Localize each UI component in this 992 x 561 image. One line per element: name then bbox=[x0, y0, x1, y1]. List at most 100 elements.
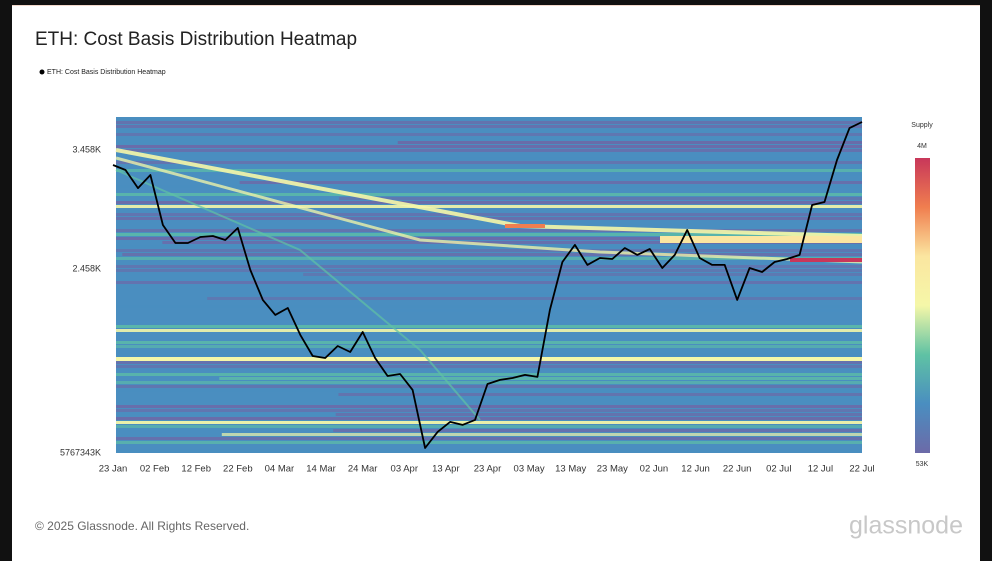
x-tick-label: 23 Jan bbox=[99, 464, 128, 475]
heatmap-stripe bbox=[116, 317, 862, 320]
heatmap-stripe bbox=[397, 141, 862, 144]
heatmap-stripe bbox=[380, 293, 862, 296]
heatmap-stripe bbox=[116, 201, 862, 204]
heatmap-stripe bbox=[338, 197, 862, 200]
heatmap-stripe bbox=[116, 337, 862, 340]
chart-title: ETH: Cost Basis Distribution Heatmap bbox=[35, 29, 357, 50]
heatmap-stripe bbox=[116, 449, 862, 452]
heatmap-stripe bbox=[116, 193, 862, 196]
legend-marker bbox=[39, 69, 45, 75]
heatmap-stripe bbox=[407, 333, 862, 336]
heatmap-stripe bbox=[116, 121, 862, 124]
x-tick-label: 22 Jul bbox=[849, 464, 874, 475]
heatmap-stripe bbox=[116, 117, 862, 120]
x-tick-label: 13 Apr bbox=[432, 464, 459, 475]
heatmap-stripe bbox=[116, 325, 862, 328]
x-tick-label: 12 Feb bbox=[181, 464, 211, 475]
heatmap-stripe bbox=[333, 429, 862, 432]
x-tick-label: 14 Mar bbox=[306, 464, 336, 475]
heatmap-hot bbox=[790, 258, 862, 262]
x-tick-label: 02 Jul bbox=[766, 464, 791, 475]
heatmap-stripe bbox=[402, 221, 862, 224]
heatmap-stripe bbox=[199, 261, 863, 264]
heatmap-stripe bbox=[116, 149, 862, 152]
heatmap bbox=[115, 117, 863, 453]
heatmap-stripe bbox=[116, 169, 862, 172]
heatmap-stripe bbox=[116, 305, 862, 308]
heatmap-stripe bbox=[116, 125, 862, 128]
x-tick-label: 24 Mar bbox=[348, 464, 378, 475]
heatmap-stripe bbox=[116, 209, 862, 212]
heatmap-stripe bbox=[328, 445, 863, 448]
heatmap-stripe bbox=[183, 177, 863, 180]
heatmap-stripe bbox=[221, 433, 863, 436]
y-tick-label: 3.458K bbox=[72, 144, 101, 154]
x-tick-label: 02 Jun bbox=[640, 464, 669, 475]
heatmap-stripe bbox=[385, 309, 862, 312]
heatmap-stripe bbox=[219, 377, 862, 380]
colorbar-tick-label: 4M bbox=[917, 143, 927, 150]
heatmap-stripe bbox=[116, 385, 862, 388]
x-tick-label: 03 May bbox=[514, 464, 545, 475]
heatmap-stripe bbox=[116, 161, 862, 164]
heatmap-band bbox=[115, 156, 863, 264]
heatmap-stripe bbox=[116, 437, 862, 440]
heatmap-stripe bbox=[350, 129, 862, 132]
heatmap-stripe bbox=[116, 185, 862, 188]
heatmap-stripe bbox=[116, 289, 862, 292]
heatmap-stripe bbox=[280, 157, 862, 160]
heatmap-stripe bbox=[233, 401, 862, 404]
heatmap-stripe bbox=[116, 265, 862, 268]
heatmap-stripe bbox=[116, 281, 862, 284]
heatmap-stripe bbox=[116, 205, 862, 208]
heatmap-stripe bbox=[116, 441, 862, 444]
x-tick-label: 12 Jun bbox=[681, 464, 710, 475]
heatmap-stripe bbox=[284, 137, 862, 140]
heatmap-stripe bbox=[116, 133, 862, 136]
heatmap-stripe bbox=[207, 297, 862, 300]
heatmap-stripe bbox=[303, 273, 862, 276]
heatmap-stripe bbox=[116, 389, 862, 392]
heatmap-stripe bbox=[116, 349, 862, 352]
heatmap-band bbox=[116, 357, 862, 361]
x-tick-label: 04 Mar bbox=[265, 464, 295, 475]
heatmap-stripe bbox=[116, 229, 862, 232]
heatmap-stripe bbox=[116, 373, 862, 376]
heatmap-hot bbox=[660, 236, 862, 243]
price-line bbox=[112, 121, 863, 449]
heatmap-stripe bbox=[116, 361, 862, 364]
footer: © 2025 Glassnode. All Rights Reserved. bbox=[35, 519, 249, 533]
heatmap-stripe bbox=[116, 313, 862, 316]
heatmap-stripe bbox=[116, 329, 862, 332]
heatmap-stripe bbox=[116, 425, 862, 428]
heatmap-stripe bbox=[116, 249, 862, 252]
x-tick-label: 22 Feb bbox=[223, 464, 253, 475]
heatmap-stripe bbox=[116, 145, 862, 148]
x-tick-label: 23 Apr bbox=[474, 464, 501, 475]
heatmap-band bbox=[115, 169, 481, 421]
heatmap-stripe bbox=[167, 153, 862, 156]
heatmap-stripe bbox=[116, 365, 862, 368]
heatmap-stripe bbox=[116, 237, 862, 240]
heatmap-stripe bbox=[116, 257, 862, 260]
heatmap-stripe bbox=[116, 345, 862, 348]
heatmap-stripe bbox=[116, 417, 862, 420]
heatmap-stripe bbox=[259, 277, 862, 280]
heatmap-stripe bbox=[116, 341, 862, 344]
heatmap-stripe bbox=[116, 301, 862, 304]
heatmap-stripe bbox=[116, 409, 862, 412]
heatmap-stripe bbox=[162, 241, 862, 244]
heatmap-stripe bbox=[116, 233, 862, 236]
colorbar bbox=[915, 158, 930, 453]
x-tick-label: 02 Feb bbox=[140, 464, 170, 475]
heatmap-stripe bbox=[319, 353, 862, 356]
colorbar-title: Supply bbox=[911, 122, 933, 129]
heatmap-stripe bbox=[337, 369, 863, 372]
heatmap-hot bbox=[505, 224, 545, 228]
x-tick-label: 12 Jul bbox=[808, 464, 833, 475]
heatmap-stripe bbox=[116, 173, 862, 176]
x-tick-label: 03 Apr bbox=[391, 464, 418, 475]
colorbar-tick-label: 53K bbox=[916, 461, 929, 468]
